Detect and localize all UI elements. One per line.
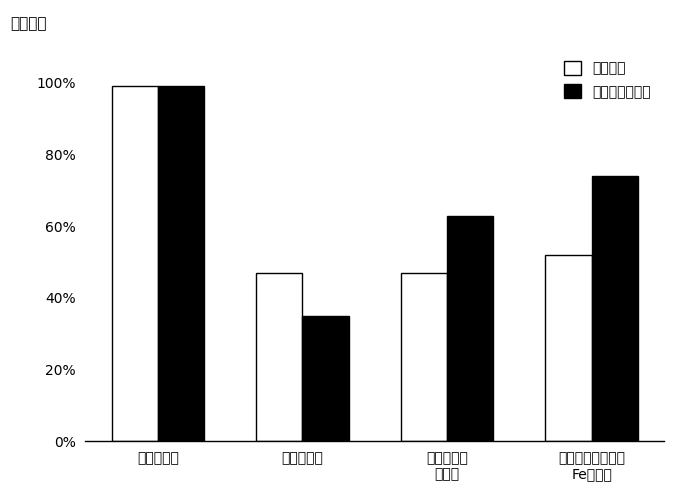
Legend: 胃疑似液, 十二指腸疑似液: 胃疑似液, 十二指腸疑似液 — [557, 54, 657, 106]
Bar — [158, 87, 204, 441]
Bar — [112, 87, 158, 441]
Bar — [256, 273, 302, 441]
Text: 鉄溶出率: 鉄溶出率 — [10, 16, 46, 31]
Bar — [401, 273, 447, 441]
Bar — [592, 176, 638, 441]
Bar — [447, 216, 494, 441]
Bar — [302, 316, 349, 441]
Bar — [545, 255, 592, 441]
